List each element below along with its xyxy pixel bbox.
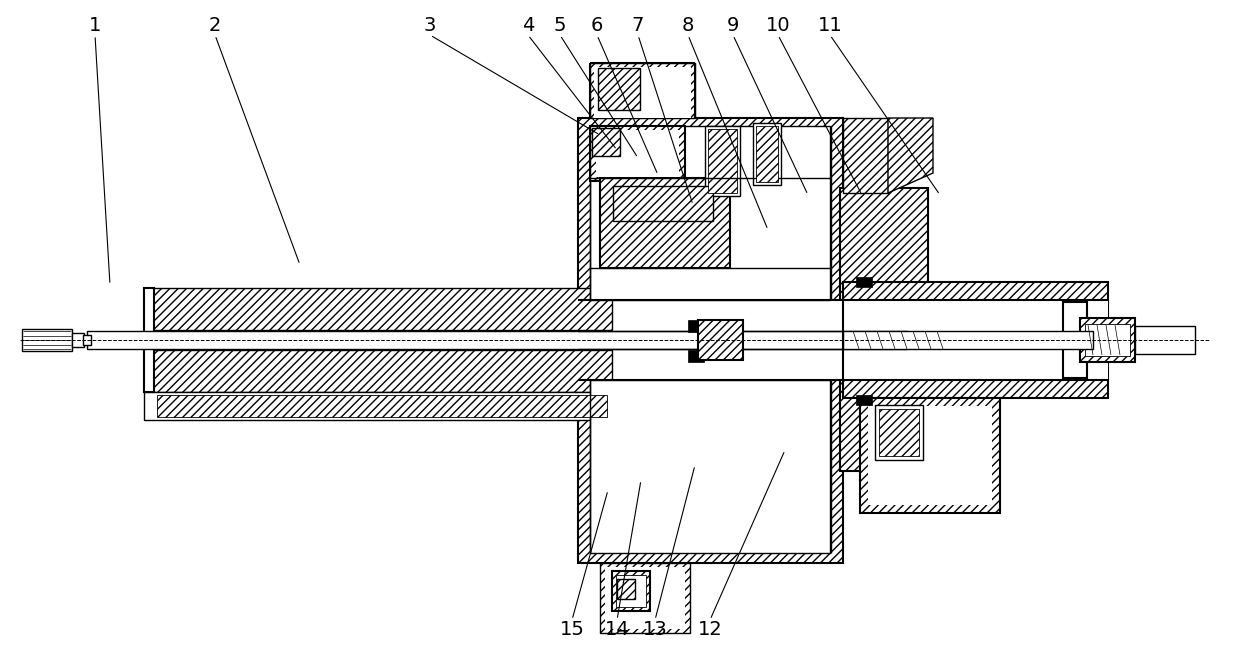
Bar [616, 575, 646, 607]
Polygon shape [152, 350, 612, 392]
Bar [860, 398, 1000, 513]
Bar [590, 380, 830, 553]
Bar [144, 392, 612, 420]
Text: 15: 15 [560, 620, 585, 639]
Text: 4: 4 [522, 16, 534, 35]
Bar [1085, 324, 1130, 356]
Bar [878, 409, 919, 456]
Bar [843, 300, 1108, 380]
Bar [843, 195, 908, 465]
Bar [707, 129, 737, 193]
Polygon shape [888, 118, 933, 193]
Text: 2: 2 [209, 16, 222, 35]
Text: 14: 14 [605, 620, 629, 639]
Text: 7: 7 [632, 16, 644, 35]
Bar [843, 282, 1108, 398]
Bar [157, 395, 607, 417]
Bar [22, 329, 72, 351]
Text: 3: 3 [424, 16, 436, 35]
Text: 11: 11 [818, 16, 843, 35]
Bar [869, 406, 992, 505]
Text: 5: 5 [554, 16, 566, 35]
Bar [843, 118, 888, 193]
Bar [843, 300, 908, 380]
Bar [688, 320, 704, 332]
Bar [83, 335, 90, 345]
Bar [596, 130, 679, 177]
Bar [605, 567, 685, 629]
Bar [612, 571, 650, 611]
Bar [840, 188, 928, 471]
Bar [705, 126, 740, 196]
Bar [1080, 318, 1135, 362]
Bar [613, 186, 712, 221]
Bar [1063, 302, 1087, 378]
Bar [600, 563, 690, 633]
Bar [87, 331, 907, 349]
Bar [590, 126, 830, 300]
Bar [579, 118, 843, 563]
Bar [1135, 326, 1194, 354]
Bar [590, 126, 685, 181]
Text: 10: 10 [766, 16, 790, 35]
Bar [592, 128, 620, 156]
Text: 12: 12 [698, 620, 722, 639]
Bar [856, 277, 872, 287]
Bar [600, 178, 730, 268]
Bar [598, 68, 641, 110]
Bar [579, 300, 843, 380]
Bar [856, 395, 872, 405]
Text: 13: 13 [643, 620, 668, 639]
Bar [875, 405, 923, 460]
Bar [753, 123, 781, 185]
Bar [593, 67, 691, 118]
Bar [144, 288, 154, 392]
Text: 9: 9 [727, 16, 740, 35]
Bar [756, 126, 778, 182]
Bar [698, 320, 743, 360]
Bar [617, 579, 636, 599]
Bar [843, 331, 1093, 349]
Polygon shape [152, 288, 612, 330]
Bar [72, 333, 84, 347]
Bar [840, 300, 928, 380]
Bar [590, 63, 695, 118]
Text: 8: 8 [681, 16, 694, 35]
Bar [688, 350, 704, 362]
Text: 6: 6 [591, 16, 603, 35]
Text: 1: 1 [89, 16, 102, 35]
